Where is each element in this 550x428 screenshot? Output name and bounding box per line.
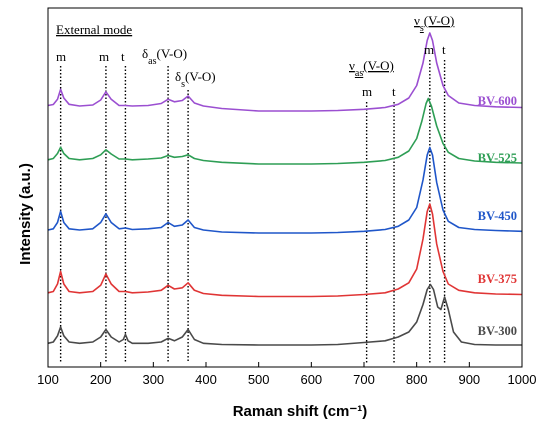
x-tick-label-300: 300 <box>142 372 164 387</box>
delta-s-label: δs(V-O) <box>175 69 216 90</box>
series-line-bv-525 <box>47 97 523 165</box>
plot-frame <box>47 7 523 368</box>
series-line-bv-450 <box>47 146 523 234</box>
x-tick-label-700: 700 <box>353 372 375 387</box>
series-line-bv-375 <box>47 203 523 298</box>
external-mode-label: External mode <box>56 22 132 37</box>
peak-mark-m2: m <box>99 49 109 64</box>
x-tick-label-900: 900 <box>458 372 480 387</box>
x-tick-label-200: 200 <box>90 372 112 387</box>
y-axis-title: Intensity (a.u.) <box>17 163 34 265</box>
x-tick-label-1000: 1000 <box>508 372 537 387</box>
peak-mark-t3: t <box>442 42 446 57</box>
nu-s-label: νs(V-O) <box>414 13 454 34</box>
x-tick-label-800: 800 <box>406 372 428 387</box>
series-line-bv-300 <box>47 283 522 346</box>
peak-mark-m4: m <box>424 42 434 57</box>
x-axis-title: Raman shift (cm⁻¹) <box>233 403 368 420</box>
peak-mark-t2: t <box>392 84 396 99</box>
series-label-bv-300: BV-300 <box>478 324 517 338</box>
peak-mark-t1: t <box>121 49 125 64</box>
x-ticks-layer: 100 200 300 400 500 600 700 800 900 1000 <box>37 362 536 387</box>
series-line-bv-600 <box>47 32 523 112</box>
x-tick-label-400: 400 <box>195 372 217 387</box>
peak-mark-m3: m <box>362 84 372 99</box>
delta-as-label: δas(V-O) <box>142 46 187 67</box>
x-tick-label-500: 500 <box>248 372 270 387</box>
peak-mark-m1: m <box>56 49 66 64</box>
series-label-bv-375: BV-375 <box>478 272 517 286</box>
series-label-bv-450: BV-450 <box>478 209 517 223</box>
x-tick-label-100: 100 <box>37 372 59 387</box>
series-layer: BV-600 BV-525 BV-450 BV-375 BV-300 <box>47 32 523 346</box>
series-label-bv-525: BV-525 <box>478 151 517 165</box>
nu-as-label: νas(V-O) <box>349 58 394 79</box>
x-tick-label-600: 600 <box>300 372 322 387</box>
series-label-bv-600: BV-600 <box>478 94 517 108</box>
